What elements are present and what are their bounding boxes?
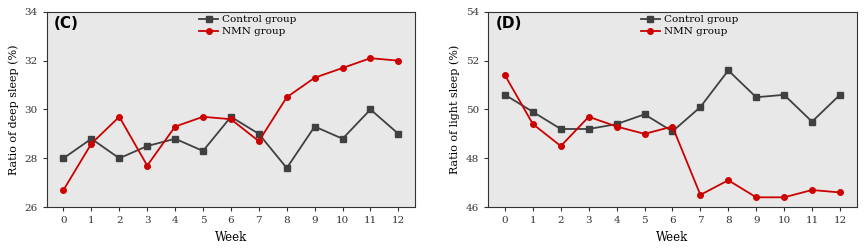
Control group	[86, 137, 97, 140]
NMN group	[114, 115, 125, 118]
NMN group	[198, 115, 208, 118]
NMN group	[170, 125, 180, 128]
Control group	[58, 157, 68, 160]
NMN group	[500, 74, 510, 77]
NMN group	[337, 67, 348, 70]
Control group	[667, 130, 677, 133]
Control group	[723, 69, 734, 72]
X-axis label: Week: Week	[657, 231, 689, 244]
Control group	[528, 110, 538, 113]
Control group	[226, 115, 236, 118]
NMN group	[639, 132, 650, 135]
Control group	[198, 149, 208, 152]
Control group	[114, 157, 125, 160]
NMN group	[142, 164, 152, 167]
Control group	[170, 137, 180, 140]
NMN group	[807, 188, 817, 192]
Control group	[751, 96, 761, 99]
Control group	[584, 128, 594, 131]
Control group	[835, 93, 845, 96]
NMN group	[723, 179, 734, 182]
NMN group	[528, 122, 538, 125]
Text: (C): (C)	[54, 16, 79, 31]
NMN group	[612, 125, 622, 128]
Line: Control group: Control group	[61, 107, 401, 171]
NMN group	[835, 191, 845, 194]
Control group	[282, 167, 292, 170]
NMN group	[695, 193, 706, 196]
Line: NMN group: NMN group	[503, 73, 843, 200]
X-axis label: Week: Week	[215, 231, 247, 244]
Legend: Control group, NMN group: Control group, NMN group	[641, 15, 738, 36]
NMN group	[751, 196, 761, 199]
NMN group	[778, 196, 789, 199]
Legend: Control group, NMN group: Control group, NMN group	[199, 15, 297, 36]
Text: (D): (D)	[496, 16, 522, 31]
Line: Control group: Control group	[503, 68, 843, 134]
Y-axis label: Ratio of light sleep (%): Ratio of light sleep (%)	[450, 45, 460, 174]
Control group	[612, 122, 622, 125]
NMN group	[86, 142, 97, 145]
Control group	[555, 128, 566, 131]
NMN group	[394, 59, 404, 62]
NMN group	[667, 125, 677, 128]
Y-axis label: Ratio of deep sleep (%): Ratio of deep sleep (%)	[9, 44, 19, 175]
NMN group	[226, 118, 236, 121]
Control group	[253, 132, 264, 135]
Control group	[142, 145, 152, 148]
Control group	[500, 93, 510, 96]
Control group	[639, 113, 650, 116]
Control group	[695, 106, 706, 109]
Line: NMN group: NMN group	[61, 55, 401, 193]
Control group	[394, 132, 404, 135]
NMN group	[555, 145, 566, 148]
NMN group	[58, 188, 68, 192]
Control group	[337, 137, 348, 140]
Control group	[778, 93, 789, 96]
Control group	[807, 120, 817, 123]
NMN group	[282, 96, 292, 99]
Control group	[365, 108, 375, 111]
NMN group	[365, 57, 375, 60]
Control group	[310, 125, 320, 128]
NMN group	[310, 76, 320, 79]
NMN group	[253, 140, 264, 143]
NMN group	[584, 115, 594, 118]
